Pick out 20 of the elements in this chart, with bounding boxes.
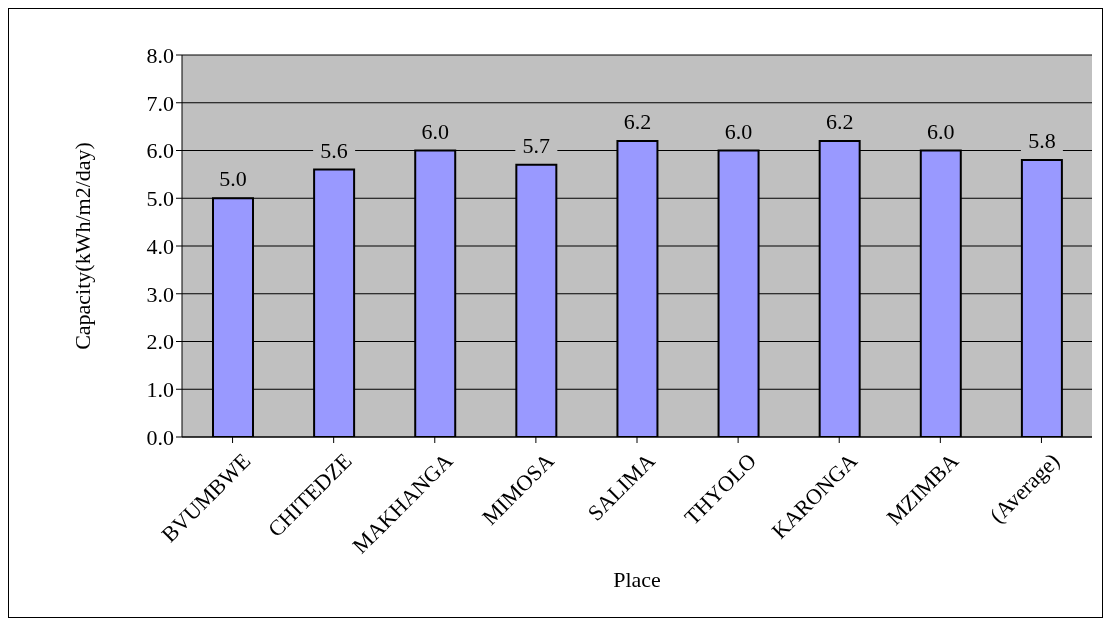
data-label: 6.2 <box>825 108 854 134</box>
data-label: 6.2 <box>623 108 652 134</box>
data-label: 6.0 <box>927 118 955 144</box>
data-label: 5.7 <box>522 132 551 158</box>
y-tick-label: 1.0 <box>146 377 174 403</box>
data-label: 5.8 <box>1028 128 1056 154</box>
y-tick-label: 6.0 <box>146 138 174 164</box>
y-tick-label: 0.0 <box>146 424 174 450</box>
y-tick-label: 4.0 <box>146 233 174 259</box>
y-tick-label: 2.0 <box>146 329 174 355</box>
data-label: 5.6 <box>320 137 348 163</box>
y-axis-title: Capacity(kWh/m2/day) <box>69 142 95 350</box>
y-tick-label: 3.0 <box>146 281 174 307</box>
y-tick-label: 5.0 <box>146 186 174 212</box>
data-label: 5.0 <box>219 166 247 192</box>
x-axis-title: Place <box>613 567 661 592</box>
y-tick-label: 8.0 <box>146 42 174 68</box>
data-label: 6.0 <box>421 118 449 144</box>
y-tick-label: 7.0 <box>146 90 174 116</box>
data-label: 6.0 <box>724 118 753 144</box>
